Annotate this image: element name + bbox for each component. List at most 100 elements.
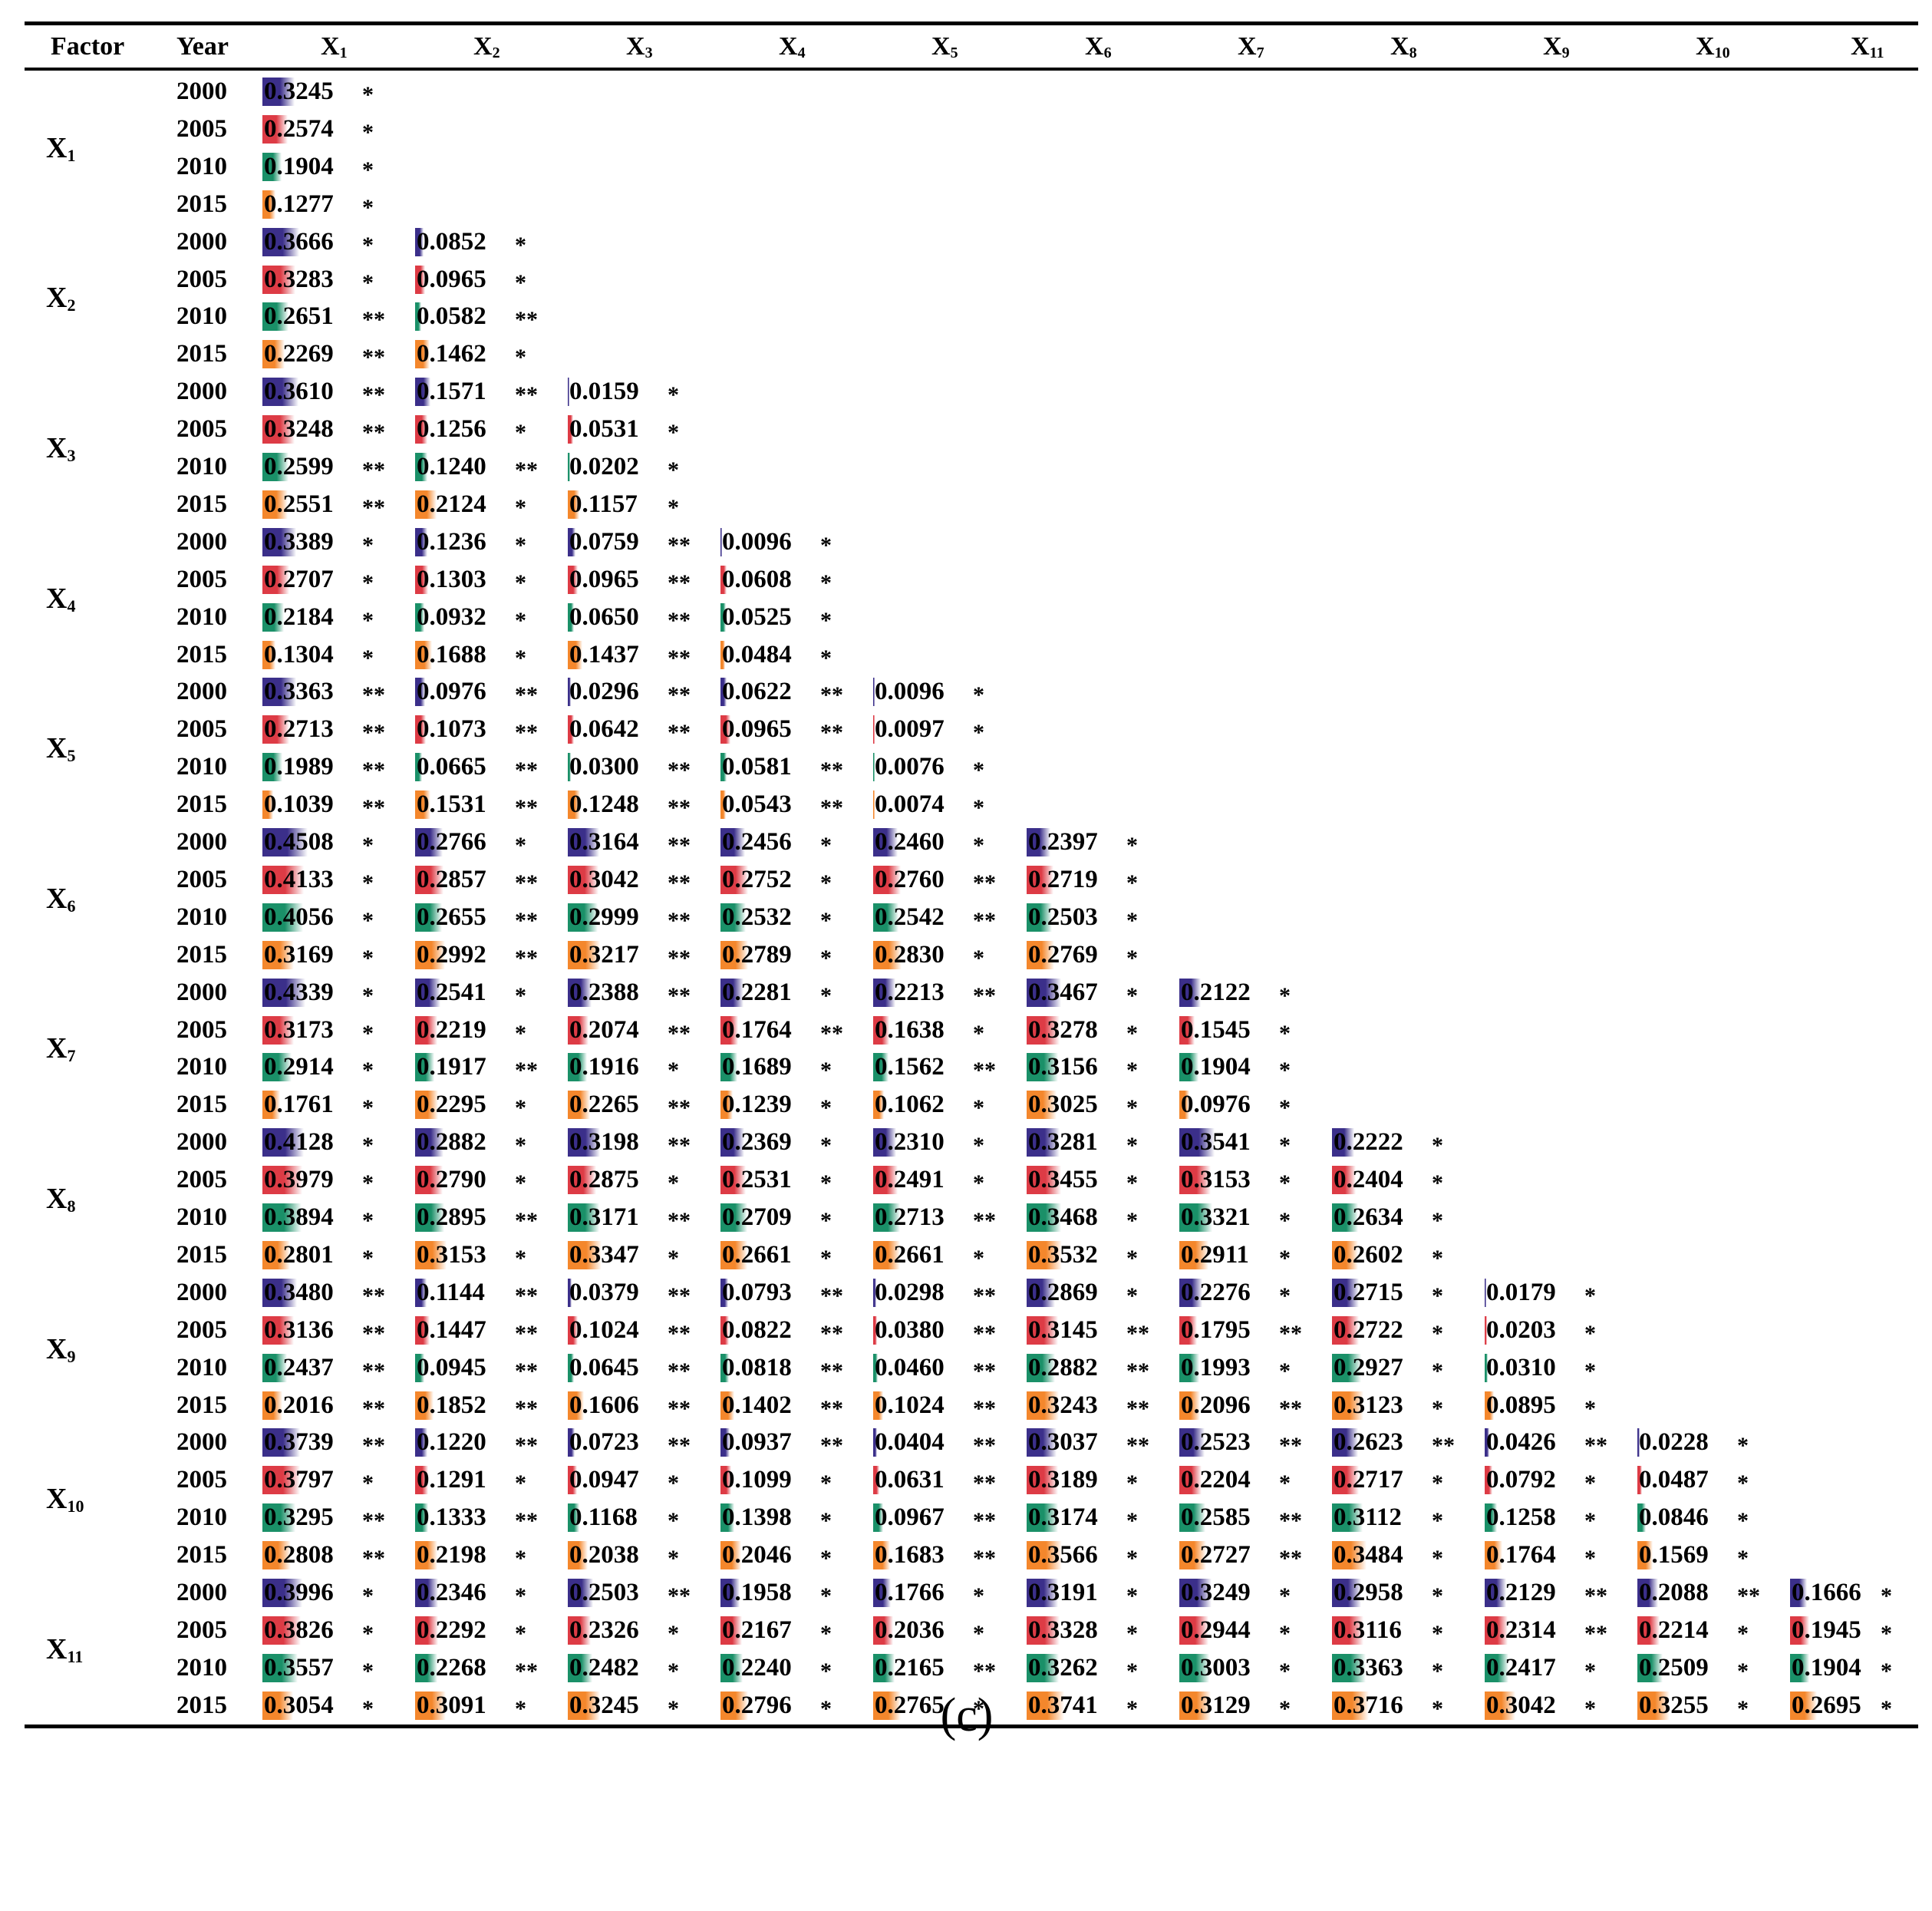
bottom-rule <box>25 1725 1918 1728</box>
q-value-bar <box>262 1315 294 1345</box>
q-value-bar <box>568 1128 600 1157</box>
significance-marker: ** <box>515 457 538 483</box>
q-value-bar <box>720 828 745 856</box>
significance-marker: * <box>1881 1695 1892 1721</box>
q-value-text: 0.2184 <box>264 602 334 631</box>
q-value-text: 0.1689 <box>722 1053 792 1081</box>
column-header-x9: X9 <box>1543 32 1570 61</box>
column-header-x1: X1 <box>321 32 348 61</box>
significance-marker: ** <box>820 795 843 821</box>
significance-marker: * <box>1432 1620 1443 1646</box>
q-value-bar <box>568 640 582 669</box>
q-value-bar <box>415 1653 438 1682</box>
q-value-bar <box>873 1240 900 1269</box>
significance-marker: * <box>820 645 832 671</box>
year-label: 2015 <box>176 640 227 668</box>
q-value-bar <box>568 490 580 519</box>
q-value-text: 0.1945 <box>1792 1616 1861 1644</box>
significance-marker: * <box>1432 1282 1443 1309</box>
year-label: 2015 <box>176 340 227 368</box>
q-value-text: 0.0822 <box>722 1315 792 1344</box>
significance-marker: * <box>362 119 374 145</box>
q-value-bar <box>568 1166 597 1195</box>
significance-marker: * <box>973 1620 984 1646</box>
q-value-text: 0.3281 <box>1028 1128 1098 1157</box>
q-value-bar <box>873 753 875 782</box>
significance-marker: * <box>820 607 832 633</box>
q-value-bar <box>262 1541 291 1570</box>
year-label: 2005 <box>176 265 227 293</box>
factor-label-x9: X9 <box>46 1332 76 1366</box>
significance-marker: * <box>362 1620 374 1646</box>
factor-label-x8: X8 <box>46 1183 76 1216</box>
significance-marker: * <box>1584 1508 1596 1534</box>
significance-marker: * <box>973 1133 984 1159</box>
significance-marker: * <box>362 1058 374 1084</box>
q-value-bar <box>1179 978 1201 1007</box>
significance-marker: * <box>668 1245 679 1271</box>
q-value-bar <box>262 940 295 969</box>
significance-marker: * <box>1737 1695 1749 1721</box>
significance-marker: * <box>1881 1583 1892 1609</box>
q-value-text: 0.2046 <box>722 1541 792 1569</box>
q-value-text: 0.2911 <box>1181 1240 1249 1269</box>
q-value-text: 0.3145 <box>1028 1315 1098 1344</box>
significance-marker: * <box>820 1620 832 1646</box>
significance-marker: * <box>1432 1208 1443 1233</box>
q-value-text: 0.3283 <box>264 265 334 293</box>
year-label: 2000 <box>176 828 227 856</box>
q-value-bar <box>1027 1428 1057 1457</box>
significance-marker: ** <box>668 682 691 708</box>
q-value-bar <box>415 302 421 332</box>
significance-marker: * <box>1737 1546 1749 1572</box>
q-value-bar <box>262 78 295 106</box>
significance-marker: * <box>1432 1320 1443 1346</box>
significance-marker: ** <box>820 757 843 784</box>
year-label: 2000 <box>176 78 227 105</box>
significance-marker: * <box>1584 1546 1596 1572</box>
q-value-text: 0.2036 <box>875 1616 945 1644</box>
q-value-bar <box>873 790 875 820</box>
q-value-bar <box>873 1391 884 1420</box>
q-value-text: 0.1236 <box>417 527 486 556</box>
q-value-text: 0.2999 <box>569 903 639 931</box>
q-value-bar <box>262 265 295 294</box>
q-value-text: 0.1447 <box>417 1315 486 1344</box>
q-value-text: 0.0460 <box>875 1353 945 1381</box>
significance-marker: * <box>1584 1320 1596 1346</box>
significance-marker: * <box>515 1170 526 1196</box>
q-value-text: 0.2944 <box>1181 1616 1251 1644</box>
q-value-text: 0.3321 <box>1181 1203 1251 1231</box>
q-value-text: 0.4128 <box>264 1128 334 1157</box>
significance-marker: * <box>1432 1470 1443 1497</box>
q-value-bar <box>720 903 746 932</box>
q-value-text: 0.3557 <box>264 1653 334 1682</box>
q-value-bar <box>1332 1653 1366 1682</box>
q-value-text: 0.2869 <box>1028 1278 1098 1306</box>
q-value-text: 0.0608 <box>722 565 792 593</box>
q-value-bar <box>415 1128 444 1157</box>
q-value-text: 0.3054 <box>264 1691 334 1719</box>
q-value-text: 0.1993 <box>1181 1353 1251 1381</box>
q-value-text: 0.3541 <box>1181 1128 1251 1157</box>
q-value-text: 0.2531 <box>722 1166 792 1194</box>
q-value-text: 0.0937 <box>722 1428 792 1457</box>
significance-marker: * <box>820 907 832 933</box>
q-value-text: 0.2541 <box>417 978 486 1006</box>
q-value-text: 0.1606 <box>569 1391 639 1419</box>
q-value-text: 0.2602 <box>1334 1240 1403 1269</box>
q-value-text: 0.2167 <box>722 1616 792 1644</box>
q-value-text: 0.0380 <box>875 1315 945 1344</box>
q-value-text: 0.2760 <box>875 865 945 893</box>
q-value-text: 0.2634 <box>1334 1203 1403 1231</box>
q-value-bar <box>1332 1691 1370 1720</box>
year-label: 2000 <box>176 227 227 256</box>
significance-marker: ** <box>668 1320 691 1346</box>
q-value-text: 0.1256 <box>417 415 486 444</box>
q-value-bar <box>262 340 285 369</box>
q-value-text: 0.3037 <box>1028 1428 1098 1457</box>
q-value-bar <box>873 1278 876 1307</box>
q-value-text: 0.2016 <box>264 1391 334 1419</box>
q-value-text: 0.1761 <box>264 1091 334 1119</box>
significance-marker: * <box>515 532 526 558</box>
